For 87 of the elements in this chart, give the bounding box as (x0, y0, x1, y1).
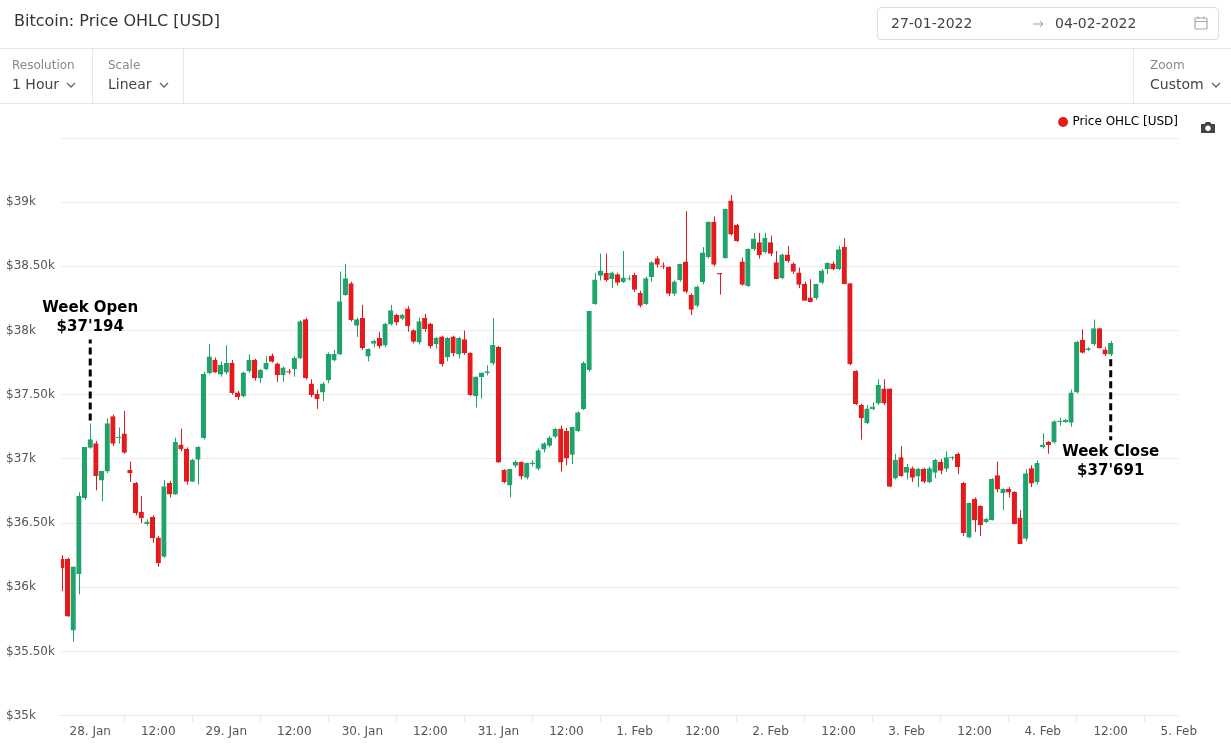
candlestick (416, 317, 422, 346)
x-tick-label: 1. Feb (616, 723, 653, 738)
y-tick-label: $39k (6, 194, 36, 209)
candlestick (932, 458, 938, 479)
candlestick (314, 389, 320, 410)
candlestick (473, 376, 479, 409)
candlestick (456, 336, 462, 360)
candlestick (405, 305, 411, 333)
x-tick-label: 12:00 (685, 723, 720, 738)
x-tick-label: 2. Feb (752, 723, 789, 738)
candlestick (507, 468, 513, 498)
candlestick (994, 460, 1000, 493)
candlestick (115, 426, 122, 444)
candlestick (444, 336, 451, 362)
candlestick (592, 272, 598, 306)
candlestick (779, 253, 785, 280)
candlestick (155, 535, 161, 568)
candlestick (427, 322, 434, 349)
candlestick (450, 335, 456, 357)
x-tick-label: 3. Feb (888, 723, 925, 738)
text: Custom (1150, 76, 1205, 92)
candlestick (1000, 487, 1006, 511)
x-tick-label: 12:00 (277, 723, 312, 738)
candlestick (1091, 319, 1097, 347)
candlestick (915, 467, 921, 488)
annotation: Week Open $37'194 (42, 298, 139, 336)
candlestick (767, 235, 774, 257)
candlestick (898, 445, 904, 478)
text: 1 Hour (12, 76, 61, 92)
candlestick (342, 263, 348, 297)
text: Scale (108, 58, 142, 72)
y-tick-label: $38.50k (6, 258, 55, 273)
candlestick (354, 317, 360, 338)
candlestick (762, 232, 768, 255)
candlestick (773, 250, 779, 280)
legend-label: Price OHLC [USD] (1072, 114, 1179, 129)
candlestick (461, 330, 468, 356)
chart-title: Bitcoin: Price OHLC [USD] (14, 11, 220, 30)
x-tick-label: 30. Jan (341, 723, 384, 738)
candlestick (716, 272, 723, 296)
y-tick-label: $35k (6, 707, 36, 722)
text: Linear (108, 76, 153, 92)
candlestick (1079, 328, 1085, 355)
candlestick (490, 317, 496, 366)
x-tick-label: 12:00 (1093, 723, 1129, 738)
y-tick-label: $37k (6, 451, 36, 466)
x-tick-label: 12:00 (957, 723, 992, 738)
candlestick (796, 267, 802, 289)
candlestick (739, 256, 745, 287)
candlestick (597, 253, 604, 281)
x-tick-label: 12:00 (413, 723, 448, 738)
y-tick-label: $38k (6, 322, 36, 337)
candlestick (127, 460, 133, 483)
candlestick (388, 304, 394, 326)
x-tick-label: 31. Jan (477, 723, 520, 738)
text: Resolution (12, 58, 76, 72)
candlestick (643, 276, 649, 306)
candlestick (1034, 459, 1040, 486)
candlestick (195, 445, 201, 486)
x-tick-label: 12:00 (140, 723, 176, 738)
candlestick (1028, 464, 1034, 488)
candlestick (87, 423, 93, 450)
y-tick-label: $37.50k (6, 386, 55, 401)
candlestick (320, 381, 326, 402)
y-tick-label: $36.50k (6, 515, 55, 530)
annotation: Week Close $37'691 (1062, 442, 1160, 480)
y-tick-label: $36k (6, 579, 36, 594)
candlestick (694, 285, 700, 308)
x-tick-label: 12:00 (549, 723, 584, 738)
text: Zoom (1150, 58, 1186, 72)
y-tick-label: $35.50k (6, 643, 55, 658)
candlestick (972, 496, 978, 533)
candlestick (178, 428, 184, 452)
text: 27-01-2022 (891, 15, 973, 31)
candlestick (246, 353, 252, 374)
candlestick (575, 410, 581, 433)
candlestick (955, 451, 961, 475)
candlestick (688, 292, 694, 316)
x-tick-label: 4. Feb (1024, 723, 1061, 738)
x-tick-label: 12:00 (821, 723, 856, 738)
candlestick (864, 404, 870, 425)
x-tick-label: 5. Feb (1160, 723, 1197, 738)
candlestick (648, 260, 655, 283)
x-tick-label: 28. Jan (69, 723, 111, 738)
x-tick-label: 29. Jan (205, 723, 247, 738)
text: 04-02-2022 (1055, 15, 1137, 31)
candlestick (382, 322, 388, 348)
